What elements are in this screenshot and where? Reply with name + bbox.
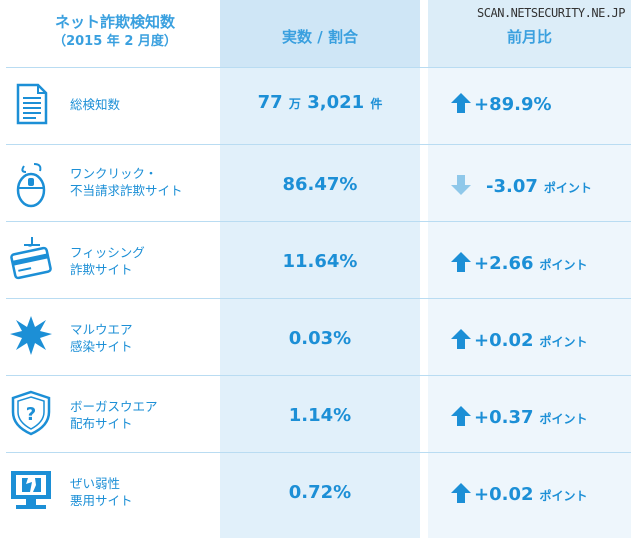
- value-number: 0.72%: [288, 482, 352, 503]
- change-column-header: 前月比: [506, 28, 552, 46]
- change-value: +89.9%: [474, 94, 552, 115]
- row-label-line1: 総検知数: [70, 97, 121, 112]
- row-change: -3.07 ポイント: [450, 174, 592, 197]
- row-label: ワンクリック・ 不当請求詐欺サイト: [70, 165, 220, 199]
- row-value: 11.64%: [220, 251, 420, 272]
- value-number: 86.47%: [282, 174, 358, 195]
- document-icon: [16, 83, 48, 125]
- row-label-line1: フィッシング: [70, 245, 145, 260]
- value-number: 11.64%: [282, 251, 358, 272]
- card-hook-icon: [10, 237, 52, 280]
- value-number: 1.14%: [288, 405, 352, 426]
- change-unit: ポイント: [539, 335, 588, 349]
- table-row: ? ボーガスウエア 配布サイト 1.14% +0.37 ポイント: [0, 375, 631, 452]
- change-unit: ポイント: [539, 258, 588, 272]
- row-change: +2.66 ポイント: [450, 251, 588, 274]
- change-unit: ポイント: [539, 412, 588, 426]
- row-label-line2: 感染サイト: [70, 339, 133, 354]
- mouse-hook-icon: [16, 163, 46, 208]
- table-title: ネット詐欺検知数 （2015 年 2 月度）: [20, 12, 210, 52]
- row-label-line2: 悪用サイト: [70, 493, 133, 508]
- value-number: 0.03%: [288, 328, 352, 349]
- arrow-up-icon: [451, 93, 471, 113]
- row-label-line2: 配布サイト: [70, 416, 133, 431]
- change-unit: ポイント: [543, 181, 592, 195]
- value-number: 77: [257, 92, 283, 113]
- row-label-line2: 不当請求詐欺サイト: [70, 183, 183, 198]
- value-column-header: 実数 / 割合: [282, 28, 358, 46]
- row-value: 77 万 3,021 件: [220, 92, 420, 113]
- change-header-background: [428, 0, 631, 67]
- arrow-up-icon: [451, 483, 471, 503]
- row-change: +89.9%: [450, 92, 552, 115]
- title-period: （2015 年 2 月度）: [53, 34, 177, 49]
- change-value: +2.66: [474, 253, 534, 274]
- row-label: ボーガスウエア 配布サイト: [70, 398, 220, 432]
- row-label-line1: ぜい弱性: [70, 476, 121, 491]
- value-unit: 万: [288, 97, 301, 111]
- arrow-up-icon: [451, 252, 471, 272]
- row-value: 0.03%: [220, 328, 420, 349]
- row-label: マルウエア 感染サイト: [70, 321, 220, 355]
- change-value: +0.02: [474, 330, 534, 351]
- row-change: +0.02 ポイント: [450, 328, 588, 351]
- broken-monitor-icon: [11, 471, 51, 509]
- arrow-up-icon: [451, 329, 471, 349]
- value-number-2: 3,021: [307, 92, 365, 113]
- row-value: 0.72%: [220, 482, 420, 503]
- arrow-down-icon: [451, 175, 471, 195]
- virus-splat-icon: [10, 316, 52, 355]
- value-column-background: [220, 0, 420, 538]
- row-label: 総検知数: [70, 96, 220, 113]
- svg-text:?: ?: [26, 404, 36, 425]
- table-row: フィッシング 詐欺サイト 11.64% +2.66 ポイント: [0, 221, 631, 298]
- change-unit: ポイント: [539, 489, 588, 503]
- title-text: ネット詐欺検知数: [54, 13, 175, 31]
- row-label: フィッシング 詐欺サイト: [70, 244, 220, 278]
- row-label-line1: ボーガスウエア: [70, 399, 158, 414]
- arrow-up-icon: [451, 406, 471, 426]
- table-row: マルウエア 感染サイト 0.03% +0.02 ポイント: [0, 298, 631, 375]
- row-label-line1: ワンクリック・: [70, 166, 158, 181]
- change-value: +0.02: [474, 484, 534, 505]
- row-change: +0.02 ポイント: [450, 482, 588, 505]
- row-label-line2: 詐欺サイト: [70, 262, 133, 277]
- value-header-background: [220, 0, 420, 67]
- row-value: 86.47%: [220, 174, 420, 195]
- change-value: +0.37: [474, 407, 534, 428]
- row-label: ぜい弱性 悪用サイト: [70, 475, 220, 509]
- table-row: ワンクリック・ 不当請求詐欺サイト 86.47% -3.07 ポイント: [0, 144, 631, 221]
- shield-question-icon: ?: [11, 390, 51, 436]
- site-credit: SCAN.NETSECURITY.NE.JP: [477, 6, 625, 20]
- row-label-line1: マルウエア: [70, 322, 133, 337]
- change-value: -3.07: [486, 176, 538, 197]
- row-change: +0.37 ポイント: [450, 405, 588, 428]
- value-unit-2: 件: [370, 97, 383, 111]
- row-value: 1.14%: [220, 405, 420, 426]
- table-row: 総検知数 77 万 3,021 件 +89.9%: [0, 67, 631, 144]
- table-row: ぜい弱性 悪用サイト 0.72% +0.02 ポイント: [0, 452, 631, 529]
